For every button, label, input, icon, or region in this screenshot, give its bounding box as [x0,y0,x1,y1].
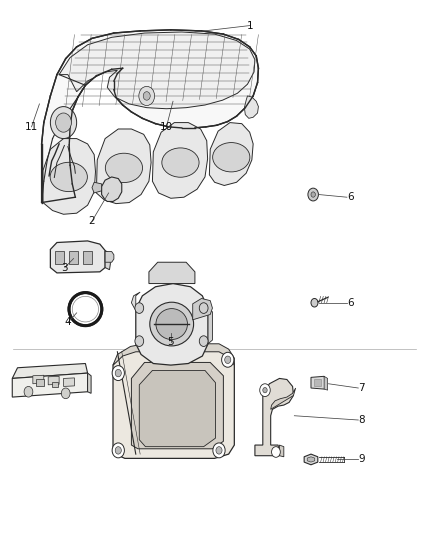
Text: 11: 11 [25,122,38,132]
Circle shape [216,447,222,454]
Polygon shape [48,376,59,385]
Circle shape [308,188,318,201]
Circle shape [260,384,270,397]
Polygon shape [113,344,234,365]
Text: 2: 2 [88,216,95,226]
Circle shape [225,356,231,364]
Circle shape [112,366,124,381]
Circle shape [139,86,155,106]
Circle shape [112,443,124,458]
Polygon shape [50,241,105,273]
Polygon shape [255,378,293,456]
Polygon shape [139,370,215,447]
Polygon shape [193,298,212,320]
Polygon shape [92,182,102,193]
Polygon shape [88,373,91,393]
Circle shape [61,388,70,399]
Polygon shape [149,262,195,284]
Text: 10: 10 [160,122,173,132]
Polygon shape [33,375,44,384]
Polygon shape [304,454,318,465]
Circle shape [199,303,208,313]
Text: 9: 9 [358,455,365,464]
Polygon shape [42,30,258,203]
Text: 8: 8 [358,415,365,425]
Ellipse shape [213,142,250,172]
Circle shape [272,447,280,457]
Circle shape [50,107,77,139]
Circle shape [24,386,33,397]
Circle shape [311,192,315,197]
Polygon shape [244,96,258,118]
Text: 5: 5 [167,337,174,347]
Circle shape [135,336,144,346]
Circle shape [115,369,121,377]
Circle shape [311,298,318,307]
Ellipse shape [162,148,199,177]
Polygon shape [59,32,255,109]
Polygon shape [136,284,208,365]
Bar [69,251,78,264]
Polygon shape [209,123,253,185]
Polygon shape [311,376,326,389]
Circle shape [143,92,150,100]
Ellipse shape [156,309,187,340]
Ellipse shape [69,293,102,326]
Polygon shape [12,364,88,378]
Polygon shape [105,252,114,262]
Polygon shape [324,376,328,390]
Polygon shape [12,373,88,397]
Circle shape [213,443,225,458]
Circle shape [115,447,121,454]
Text: 6: 6 [347,192,353,202]
Bar [36,379,44,386]
Text: 6: 6 [347,298,353,308]
Text: 4: 4 [64,318,71,327]
Polygon shape [279,445,284,457]
Text: 7: 7 [358,383,365,393]
Bar [83,251,92,264]
Circle shape [263,387,267,393]
Polygon shape [307,457,315,462]
Polygon shape [131,292,140,309]
Ellipse shape [72,296,99,322]
Ellipse shape [105,153,142,182]
Bar [55,251,64,264]
Bar [52,382,58,387]
Polygon shape [208,309,212,344]
Circle shape [135,303,144,313]
Polygon shape [271,388,296,409]
Polygon shape [131,362,223,449]
Polygon shape [105,251,110,270]
Text: 1: 1 [246,21,253,30]
Bar [314,379,321,386]
Circle shape [199,336,208,346]
Circle shape [56,113,71,132]
Polygon shape [96,129,151,204]
Polygon shape [152,123,208,198]
Polygon shape [43,139,95,214]
Ellipse shape [150,302,194,346]
Circle shape [222,352,234,367]
Text: 3: 3 [61,263,68,272]
Polygon shape [113,345,234,458]
Polygon shape [64,378,74,386]
Polygon shape [102,177,122,201]
Ellipse shape [50,162,87,191]
